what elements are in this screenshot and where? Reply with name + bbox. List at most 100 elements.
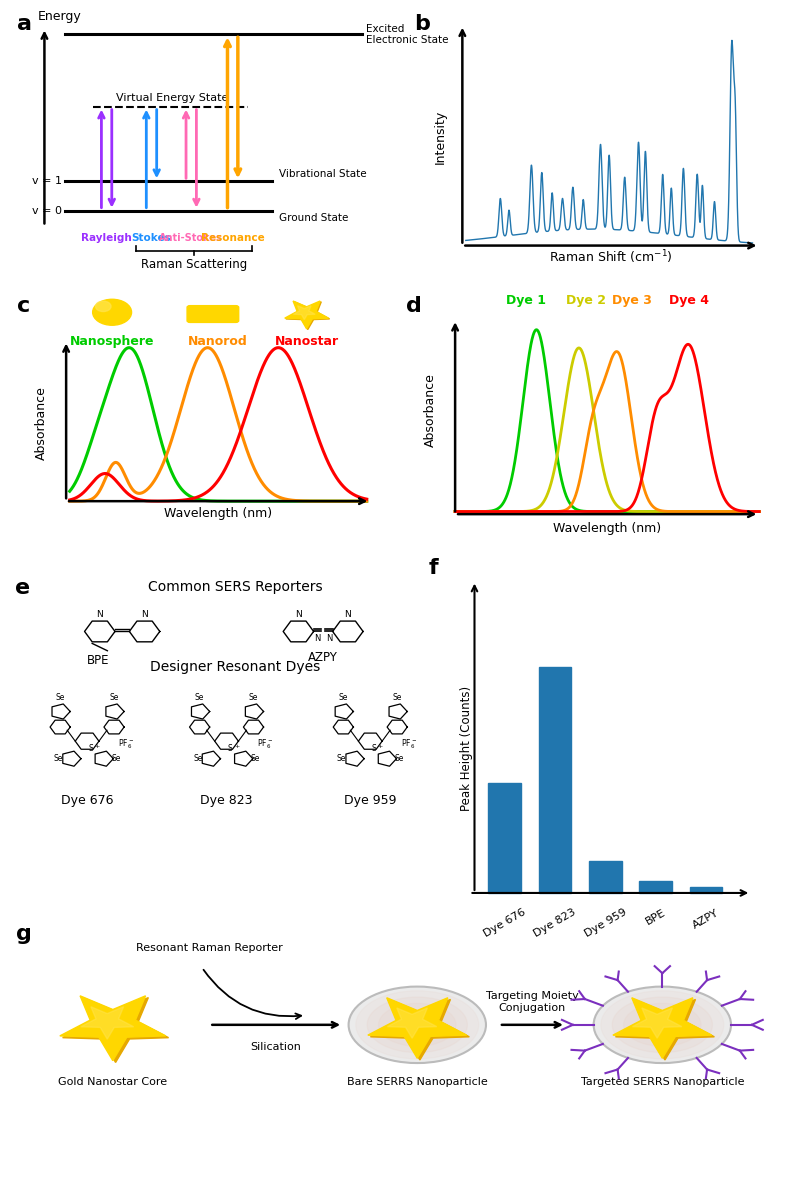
Circle shape [96,301,111,312]
Text: Nanostar: Nanostar [275,335,339,348]
Text: Absorbance: Absorbance [35,386,48,460]
Text: Common SERS Reporters: Common SERS Reporters [148,579,322,594]
Circle shape [92,300,132,326]
Text: Targeted SERRS Nanoparticle: Targeted SERRS Nanoparticle [581,1077,744,1088]
Polygon shape [60,996,166,1061]
Text: Dye 959: Dye 959 [582,907,628,939]
Text: e: e [15,578,30,598]
Text: +: + [95,743,100,749]
Polygon shape [286,302,329,329]
Text: N: N [295,610,302,618]
Ellipse shape [348,986,486,1063]
Polygon shape [284,301,329,329]
Text: N: N [314,634,321,643]
Text: +: + [234,743,239,749]
Text: d: d [405,296,422,316]
Text: Resonant Raman Reporter: Resonant Raman Reporter [136,943,283,953]
Ellipse shape [367,997,468,1053]
Ellipse shape [623,1003,701,1047]
Text: N: N [344,610,352,618]
Polygon shape [62,997,168,1062]
Text: S: S [228,743,232,753]
Polygon shape [81,1007,134,1040]
Text: Se: Se [55,693,65,702]
Text: Se: Se [250,754,260,763]
Bar [690,887,722,893]
Bar [539,668,571,893]
Text: +: + [378,743,383,749]
Text: Se: Se [394,754,404,763]
Text: Nanosphere: Nanosphere [70,335,154,348]
Text: f: f [428,558,438,578]
Text: Bare SERRS Nanoparticle: Bare SERRS Nanoparticle [347,1077,487,1088]
Text: AZPY: AZPY [691,907,720,930]
Text: PF$_6^-$: PF$_6^-$ [118,738,134,750]
Text: N: N [96,610,103,618]
Text: Dye 4: Dye 4 [668,294,709,307]
Text: Stokes: Stokes [132,234,171,243]
Text: g: g [17,924,32,944]
Ellipse shape [378,1003,456,1047]
Text: Se: Se [193,754,202,763]
Text: BPE: BPE [86,654,109,667]
Text: Intensity: Intensity [434,110,446,164]
Text: Se: Se [337,754,346,763]
Text: Resonance: Resonance [201,234,265,243]
Text: BPE: BPE [644,907,668,926]
Text: Absorbance: Absorbance [424,373,437,447]
Text: Se: Se [339,693,348,702]
Text: Gold Nanostar Core: Gold Nanostar Core [58,1077,167,1088]
Text: v = 1: v = 1 [32,176,62,186]
Text: b: b [414,14,430,34]
Text: a: a [17,14,32,34]
Text: Wavelength (nm): Wavelength (nm) [553,522,661,535]
Text: Raman Scattering: Raman Scattering [141,257,247,270]
Text: PF$_6^-$: PF$_6^-$ [401,738,417,750]
Text: Dye 823: Dye 823 [532,907,577,939]
Ellipse shape [612,997,713,1053]
Text: c: c [17,296,30,316]
Text: Rayleigh: Rayleigh [81,234,132,243]
Text: Anti-Stokes: Anti-Stokes [160,234,223,243]
Ellipse shape [601,991,724,1058]
Text: Raman Shift (cm$^{-1}$): Raman Shift (cm$^{-1}$) [549,249,673,267]
Text: Dye 959: Dye 959 [344,794,397,807]
Text: Dye 2: Dye 2 [566,294,606,307]
Text: Se: Se [249,693,258,702]
Text: Energy: Energy [37,11,81,24]
Text: Dye 3: Dye 3 [612,294,652,307]
Polygon shape [613,998,712,1058]
Text: Peak Height (Counts): Peak Height (Counts) [461,686,473,811]
Bar [488,784,521,893]
Text: Dye 1: Dye 1 [506,294,546,307]
Text: Dye 823: Dye 823 [201,794,253,807]
Ellipse shape [593,986,731,1063]
Bar [589,861,622,893]
Text: Dye 676: Dye 676 [61,794,113,807]
Text: Wavelength (nm): Wavelength (nm) [164,507,273,520]
Text: Nanorod: Nanorod [188,335,248,348]
Polygon shape [293,306,315,320]
FancyBboxPatch shape [187,306,239,322]
Text: Silication: Silication [250,1042,302,1051]
Polygon shape [371,999,469,1060]
Text: Designer Resonant Dyes: Designer Resonant Dyes [150,660,320,674]
Text: Se: Se [54,754,63,763]
Text: S: S [88,743,93,753]
Text: PF$_6^-$: PF$_6^-$ [257,738,273,750]
Text: Virtual Energy State: Virtual Energy State [116,93,228,104]
Text: Se: Se [111,754,121,763]
Text: S: S [371,743,376,753]
Polygon shape [387,1008,437,1038]
Bar [639,881,672,893]
Text: N: N [141,610,148,618]
Polygon shape [633,1008,682,1038]
Text: Targeting Moiety
Conjugation: Targeting Moiety Conjugation [486,991,579,1012]
Text: Se: Se [195,693,205,702]
Text: Ground State: Ground State [280,212,348,223]
Text: Excited
Electronic State: Excited Electronic State [366,24,448,45]
Polygon shape [368,998,467,1058]
Text: Se: Se [393,693,402,702]
Text: N: N [325,634,332,643]
Text: Se: Se [109,693,118,702]
